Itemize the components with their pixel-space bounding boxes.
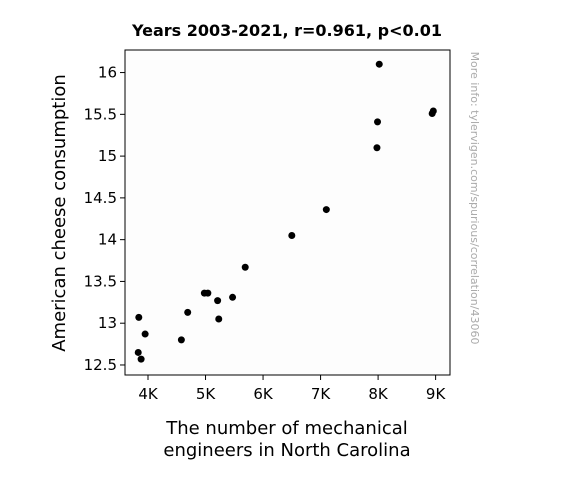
- x-axis-label-line-1: The number of mechanical: [165, 418, 408, 439]
- x-axis-ticks: 4K 5K 6K 7K 8K 9K: [138, 375, 446, 403]
- y-tick-label: 14.5: [84, 189, 117, 207]
- x-tick-label: 4K: [138, 385, 159, 403]
- data-point: [429, 107, 437, 115]
- data-point: [214, 297, 222, 305]
- x-tick-label: 6K: [253, 385, 274, 403]
- x-tick-label: 7K: [311, 385, 332, 403]
- data-point: [137, 355, 145, 363]
- data-points: [134, 60, 437, 363]
- data-point: [177, 336, 185, 344]
- data-point: [135, 313, 143, 321]
- y-tick-label: 12.5: [84, 356, 117, 374]
- x-tick-label: 8K: [368, 385, 389, 403]
- data-point: [374, 118, 382, 126]
- data-point: [288, 231, 296, 239]
- y-tick-label: 15: [98, 147, 117, 165]
- data-point: [184, 308, 192, 316]
- chart-title: Years 2003-2021, r=0.961, p<0.01: [131, 21, 442, 40]
- data-point: [241, 263, 249, 271]
- data-point: [134, 348, 142, 356]
- data-point: [215, 315, 223, 323]
- data-point: [204, 289, 212, 297]
- data-point: [229, 293, 237, 301]
- y-tick-label: 13.5: [84, 272, 117, 290]
- y-axis-ticks: 12.5 13 13.5 14 14.5 15 15.5 16: [84, 64, 125, 374]
- data-point: [373, 144, 381, 152]
- y-axis-label: American cheese consumption: [49, 74, 70, 352]
- watermark: More info: tylervigen.com/spurious/corre…: [468, 52, 481, 345]
- y-tick-label: 14: [98, 231, 117, 249]
- x-axis-label-line-2: engineers in North Carolina: [163, 440, 410, 461]
- x-tick-label: 5K: [196, 385, 217, 403]
- y-tick-label: 13: [98, 314, 117, 332]
- data-point: [322, 206, 330, 214]
- plot-area: [124, 49, 451, 376]
- data-point: [141, 330, 149, 338]
- y-tick-label: 15.5: [84, 105, 117, 123]
- x-tick-label: 9K: [426, 385, 447, 403]
- data-point: [375, 60, 383, 68]
- y-tick-label: 16: [98, 64, 117, 82]
